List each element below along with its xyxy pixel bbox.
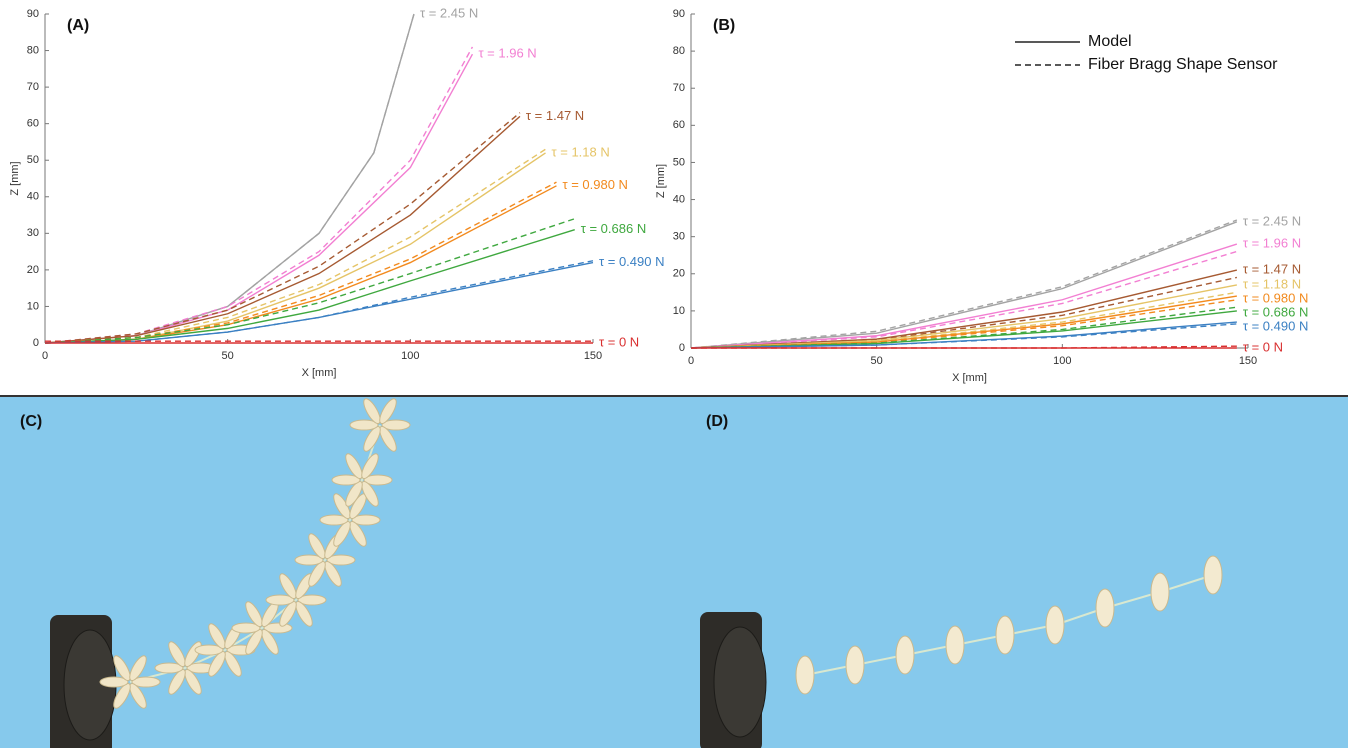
series-label: τ = 0.980 N [562,177,627,192]
series-label: τ = 1.96 N [478,46,536,61]
legend-label: Fiber Bragg Shape Sensor [1088,56,1278,73]
series-label: τ = 0.490 N [1243,318,1308,333]
x-axis-label: X [mm] [302,367,337,379]
y-axis-label: Z [mm] [655,164,667,198]
y-tick-label: 70 [673,82,685,94]
figure: (C) (D) 0102030405060708090050100150X [m… [0,0,1348,748]
x-tick-label: 0 [688,355,694,367]
y-tick-label: 10 [27,300,39,312]
model-line [45,263,593,343]
disc [1151,573,1169,611]
disc [946,626,964,664]
series-label: τ = 2.45 N [420,5,478,20]
y-tick-label: 20 [673,268,685,280]
panel-label: (C) [20,413,42,430]
sensor-line [45,14,414,343]
model-line [691,285,1237,348]
y-tick-label: 20 [27,264,39,276]
y-tick-label: 80 [673,45,685,57]
series-label: τ = 1.47 N [526,108,584,123]
x-tick-label: 50 [222,350,234,362]
disc [1204,556,1222,594]
series-label: τ = 0.490 N [599,254,664,269]
series-label: τ = 1.47 N [1243,262,1301,277]
y-tick-label: 40 [27,191,39,203]
series-label: τ = 1.18 N [552,144,610,159]
y-tick-label: 90 [673,8,685,20]
y-tick-label: 70 [27,81,39,93]
x-tick-label: 150 [1239,355,1257,367]
disc [996,616,1014,654]
chart-title: (A) [67,17,89,34]
y-tick-label: 40 [673,193,685,205]
y-tick-label: 60 [27,118,39,130]
y-tick-label: 50 [673,156,685,168]
x-tick-label: 150 [584,350,602,362]
series-label: τ = 0 N [599,334,639,349]
chart-title: (B) [713,17,735,34]
y-tick-label: 80 [27,44,39,56]
sensor-line [45,149,546,343]
x-tick-label: 100 [1053,355,1071,367]
y-tick-label: 90 [27,8,39,20]
series-label: τ = 1.96 N [1243,236,1301,251]
disc [896,636,914,674]
y-tick-label: 30 [27,227,39,239]
model-line [45,186,556,343]
series-label: τ = 1.18 N [1243,276,1301,291]
y-tick-label: 0 [33,337,39,349]
y-tick-label: 10 [673,305,685,317]
y-tick-label: 60 [673,119,685,131]
series-label: τ = 0.686 N [581,221,646,236]
model-line [45,14,414,343]
sensor-line [45,113,520,343]
x-axis-label: X [mm] [952,372,987,384]
y-tick-label: 50 [27,154,39,166]
x-tick-label: 0 [42,350,48,362]
series-label: τ = 0.980 N [1243,290,1308,305]
mount-face [714,627,766,737]
series-label: τ = 2.45 N [1243,213,1301,228]
disc [796,656,814,694]
x-tick-label: 50 [871,355,883,367]
series-label: τ = 0 N [1243,339,1283,354]
x-tick-label: 100 [401,350,419,362]
legend-label: Model [1088,33,1132,50]
disc [846,646,864,684]
panel-label: (D) [706,413,728,430]
model-line [45,230,575,343]
y-tick-label: 0 [679,342,685,354]
y-axis-label: Z [mm] [9,161,21,195]
disc [1046,606,1064,644]
y-tick-label: 30 [673,231,685,243]
sensor-line [45,47,472,343]
series-label: τ = 0.686 N [1243,304,1308,319]
disc [1096,589,1114,627]
